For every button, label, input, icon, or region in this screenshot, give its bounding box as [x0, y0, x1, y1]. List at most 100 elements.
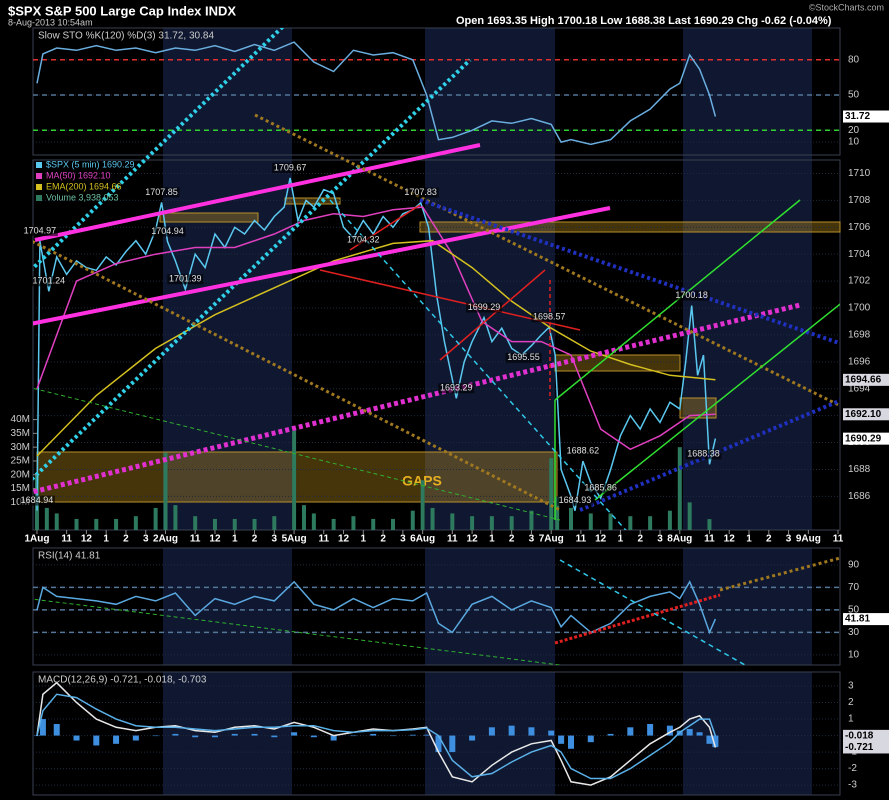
histogram-bar: [271, 735, 278, 738]
histogram-bar: [291, 732, 298, 736]
y-tick-label: 1706: [848, 222, 871, 233]
volume-bar: [371, 518, 376, 530]
point-label-box: [531, 312, 568, 323]
volume-tick-label: 35M: [11, 428, 30, 439]
point-label: 1700.18: [675, 290, 708, 300]
histogram-bar: [211, 735, 218, 738]
date: 8-Aug-2013 10:54am: [8, 17, 93, 27]
volume-bar: [292, 430, 297, 530]
point-label-box: [21, 226, 58, 237]
y-tick-label: 50: [848, 90, 860, 101]
y-tick-label: 3: [848, 681, 854, 692]
point-label: 1704.32: [347, 234, 380, 244]
volume-bar: [470, 516, 475, 530]
volume-bar: [667, 510, 672, 530]
x-tick-label: 7Aug: [539, 534, 564, 545]
point-label-box: [149, 226, 186, 237]
volume-bar: [648, 516, 653, 530]
x-tick-label: 12: [724, 534, 736, 545]
volume-bar: [193, 516, 198, 530]
value-tag-label: 1694.66: [845, 374, 882, 385]
volume-tick-label: 40M: [11, 414, 30, 425]
y-tick-label: 90: [848, 560, 860, 571]
series-line: [36, 580, 717, 635]
volume-bar: [628, 516, 633, 530]
histogram-bar: [251, 733, 258, 736]
histogram-bar: [132, 735, 139, 741]
point-label: 1709.67: [274, 162, 307, 172]
value-tag: [843, 741, 889, 754]
value-tag: [843, 613, 889, 626]
histogram-bar: [706, 735, 713, 744]
panel-1: [33, 172, 840, 530]
histogram-bar: [389, 735, 396, 737]
volume-bar: [555, 496, 560, 530]
x-tick-label: 12: [338, 534, 350, 545]
y-tick-label: 20: [848, 125, 860, 136]
value-tag-label: 41.81: [845, 614, 870, 625]
x-tick-label: 12: [81, 534, 93, 545]
value-tag: [843, 432, 889, 445]
histogram-bar: [647, 724, 654, 736]
volume-bar: [489, 516, 494, 530]
x-tick-label: 2: [252, 534, 258, 545]
volume-bar: [163, 452, 168, 530]
histogram-bar: [627, 727, 634, 736]
point-label-box: [345, 234, 382, 245]
volume-bar: [549, 458, 554, 530]
rsi-trend-lines: [33, 556, 840, 665]
volume-bar: [569, 507, 573, 530]
volume-bar: [420, 480, 425, 530]
x-tick-label: 1: [618, 534, 624, 545]
panel-2: [33, 564, 840, 656]
day-shading: [163, 28, 812, 795]
point-label-box: [143, 187, 180, 198]
volume-bar: [212, 518, 217, 530]
legend-swatch: [36, 173, 42, 179]
x-tick-label: 2Aug: [153, 534, 178, 545]
x-tick-label: 11: [61, 534, 72, 545]
x-tick-label: 12: [467, 534, 479, 545]
histogram-bar: [666, 725, 673, 736]
value-tag: [843, 729, 889, 742]
value-tag-label: -0.721: [845, 742, 874, 753]
quote: Open 1693.35 High 1700.18 Low 1688.38 La…: [456, 15, 832, 27]
legend-label: $SPX (5 min) 1690.29: [46, 159, 135, 169]
x-tick-label: 11: [190, 534, 201, 545]
volume-bar: [529, 510, 534, 530]
volume-bar: [54, 513, 59, 530]
y-tick-label: 30: [848, 627, 860, 638]
x-tick-label: 3: [657, 534, 663, 545]
point-label-box: [402, 187, 439, 198]
x-tick-label: 12: [209, 534, 221, 545]
volume-bar: [331, 518, 336, 530]
value-tag-label: 1690.29: [845, 433, 882, 444]
histogram-bar: [548, 730, 555, 736]
volume-bar: [133, 516, 138, 530]
y-tick-label: 1710: [848, 168, 871, 179]
value-tag: [843, 408, 889, 421]
volume-bar: [232, 518, 237, 530]
volume-bar: [410, 510, 415, 530]
histogram-bar: [192, 735, 199, 738]
y-tick-label: 1700: [848, 303, 871, 314]
point-label: 1707.85: [145, 187, 178, 197]
volume-tick-label: 20M: [11, 469, 30, 480]
x-tick-label: 2: [123, 534, 129, 545]
volume-bar: [608, 513, 613, 530]
histogram-bar: [528, 727, 535, 736]
point-label: 1693.29: [440, 383, 473, 393]
point-label-box: [582, 483, 619, 494]
x-tick-label: 3: [143, 534, 149, 545]
source: ©StockCharts.com: [809, 2, 884, 12]
point-label-box: [167, 274, 204, 285]
histogram-bar: [449, 735, 456, 753]
value-tag-label: 31.72: [845, 111, 870, 122]
histogram-bar: [686, 728, 693, 736]
y-tick-label: -2: [848, 763, 857, 774]
histogram-bar: [409, 734, 416, 736]
volume-tick-label: 15M: [11, 483, 30, 494]
series-line: [36, 693, 717, 780]
point-label: 1688.38: [687, 449, 720, 459]
plot-marks: [33, 41, 840, 786]
